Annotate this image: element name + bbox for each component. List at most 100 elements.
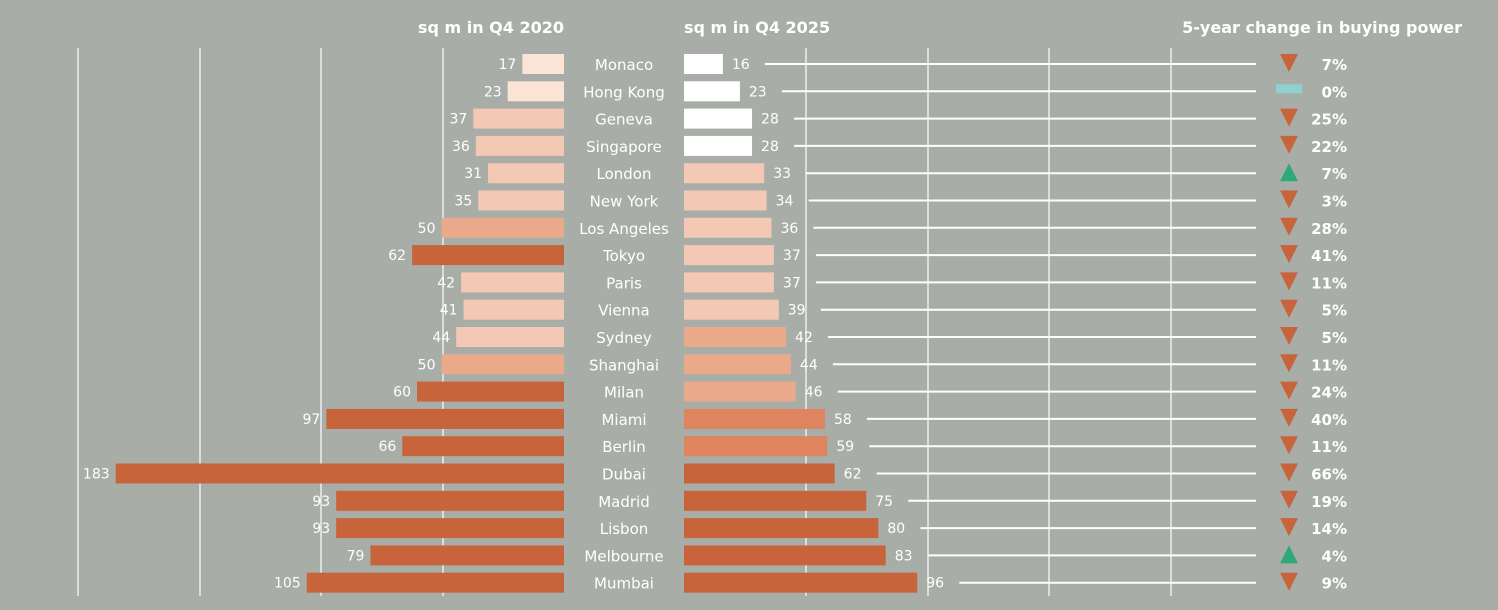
bar-2020: [463, 299, 564, 320]
value-label-2020: 93: [312, 521, 330, 537]
down-arrow-icon: [1280, 381, 1298, 400]
category-label: Tokyo: [602, 247, 645, 265]
change-label: 0%: [1322, 83, 1347, 101]
bar-2025: [684, 272, 774, 293]
down-arrow-icon: [1280, 272, 1298, 291]
value-label-2025: 83: [895, 548, 913, 564]
bar-2025: [684, 135, 753, 156]
value-label-2020: 66: [378, 439, 396, 455]
category-label: Berlin: [602, 438, 646, 456]
change-label: 66%: [1311, 466, 1347, 484]
bar-2020: [412, 245, 564, 266]
value-label-2025: 28: [761, 139, 779, 155]
change-label: 7%: [1322, 165, 1347, 183]
value-label-2020: 41: [440, 303, 458, 319]
bar-2025: [684, 108, 753, 129]
value-label-2025: 39: [788, 303, 806, 319]
bar-2020: [507, 81, 564, 102]
bar-2020: [441, 354, 564, 375]
value-label-2020: 97: [303, 412, 321, 428]
category-label: Mumbai: [594, 575, 654, 593]
value-label-2020: 35: [454, 194, 472, 210]
bar-2025: [684, 408, 825, 429]
category-label: London: [597, 165, 652, 183]
down-arrow-icon: [1280, 518, 1298, 537]
bar-2025: [684, 381, 796, 402]
down-arrow-icon: [1280, 108, 1298, 127]
category-label: Monaco: [595, 56, 653, 74]
value-label-2020: 79: [347, 548, 365, 564]
change-label: 5%: [1322, 302, 1347, 320]
bar-2025: [684, 245, 774, 266]
category-label: Madrid: [598, 493, 650, 511]
down-arrow-icon: [1280, 572, 1298, 591]
value-label-2025: 23: [749, 84, 767, 100]
up-arrow-icon: [1280, 163, 1298, 182]
change-label: 25%: [1311, 111, 1347, 129]
bar-2020: [456, 327, 564, 347]
change-label: 11%: [1311, 438, 1347, 456]
bar-2020: [473, 108, 564, 129]
change-label: 4%: [1322, 547, 1347, 565]
value-label-2020: 23: [484, 84, 502, 100]
category-label: Paris: [606, 274, 642, 292]
change-label: 40%: [1311, 411, 1347, 429]
bar-2020: [402, 436, 564, 457]
bar-2025: [684, 299, 779, 320]
bar-2020: [417, 381, 564, 402]
change-label: 14%: [1311, 520, 1347, 538]
bar-2020: [115, 463, 565, 484]
flat-marker-icon: [1276, 84, 1302, 94]
bar-2025: [684, 217, 772, 238]
bar-2025: [684, 54, 723, 74]
change-label: 3%: [1322, 193, 1347, 211]
value-label-2020: 183: [83, 467, 110, 483]
value-label-2025: 42: [795, 330, 813, 346]
change-label: 19%: [1311, 493, 1347, 511]
category-label: Melbourne: [584, 547, 663, 565]
value-label-2025: 59: [836, 439, 854, 455]
value-label-2020: 31: [464, 166, 482, 182]
change-label: 24%: [1311, 384, 1347, 402]
change-label: 22%: [1311, 138, 1347, 156]
bar-2020: [306, 572, 564, 593]
value-label-2020: 50: [418, 221, 436, 237]
bar-2020: [478, 190, 564, 211]
category-label: Vienna: [598, 302, 650, 320]
category-label: Hong Kong: [583, 83, 665, 101]
change-label: 11%: [1311, 274, 1347, 292]
category-label: Lisbon: [600, 520, 649, 538]
bar-2025: [684, 436, 828, 457]
down-arrow-icon: [1280, 135, 1298, 154]
value-label-2025: 33: [773, 166, 791, 182]
down-arrow-icon: [1280, 245, 1298, 264]
value-label-2025: 62: [844, 467, 862, 483]
bar-2020: [475, 135, 564, 156]
change-column-title: 5-year change in buying power: [1182, 18, 1462, 37]
bar-2025: [684, 190, 767, 211]
change-label: 5%: [1322, 329, 1347, 347]
value-label-2025: 37: [783, 248, 801, 264]
bar-2020: [441, 217, 564, 238]
category-label: Dubai: [602, 466, 646, 484]
value-label-2020: 62: [388, 248, 406, 264]
bar-2025: [684, 81, 740, 102]
down-arrow-icon: [1280, 327, 1298, 345]
down-arrow-icon: [1280, 408, 1298, 427]
value-label-2020: 50: [418, 357, 436, 373]
bar-2025: [684, 463, 835, 484]
value-label-2025: 58: [834, 412, 852, 428]
change-label: 9%: [1322, 575, 1347, 593]
bar-2025: [684, 490, 867, 511]
bar-2020: [488, 163, 564, 184]
value-label-2025: 46: [805, 385, 823, 401]
category-label: Sydney: [596, 329, 652, 347]
value-label-2025: 80: [887, 521, 905, 537]
down-arrow-icon: [1280, 463, 1298, 482]
bar-2020: [522, 54, 564, 74]
value-label-2020: 42: [437, 275, 455, 291]
change-label: 11%: [1311, 356, 1347, 374]
down-arrow-icon: [1280, 436, 1298, 455]
value-label-2025: 36: [780, 221, 798, 237]
